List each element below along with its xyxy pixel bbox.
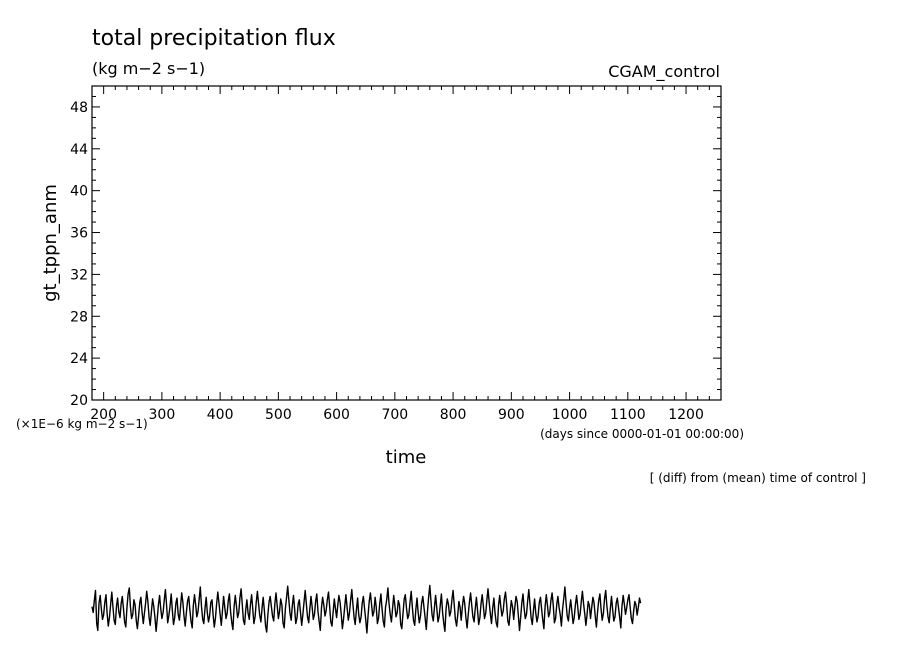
y-axis-label: gt_tppn_anm: [40, 184, 61, 302]
x-tick-label: 1100: [610, 407, 646, 423]
y-tick-label: 40: [70, 184, 88, 200]
x-axis-label: time: [386, 447, 427, 468]
y-scale-note: (×1E−6 kg m−2 s−1): [16, 417, 148, 431]
y-tick-label: 24: [70, 351, 88, 367]
x-tick-label: 300: [149, 407, 176, 423]
x-tick-label: 200: [90, 407, 117, 423]
y-tick-label: 48: [70, 100, 88, 116]
chart-title: total precipitation flux: [92, 26, 336, 51]
plot-frame: [91, 85, 722, 401]
y-tick-label: 36: [70, 226, 88, 242]
y-tick-label: 32: [70, 267, 88, 283]
x-tick-label: 500: [265, 407, 292, 423]
x-tick-label: 400: [207, 407, 234, 423]
x-tick-label: 800: [440, 407, 467, 423]
x-units-label: (days since 0000-01-01 00:00:00): [540, 427, 744, 441]
y-tick-label: 44: [70, 142, 88, 158]
x-tick-label: 700: [381, 407, 408, 423]
y-tick-label: 28: [70, 309, 88, 325]
x-tick-label: 900: [498, 407, 525, 423]
x-tick-label: 1000: [552, 407, 588, 423]
series-line: [91, 584, 642, 634]
x-tick-label: 1200: [668, 407, 704, 423]
x-tick-label: 600: [323, 407, 350, 423]
y-tick-label: 20: [70, 393, 88, 409]
run-label: CGAM_control: [608, 62, 720, 82]
diff-note: [ (diff) from (mean) time of control ]: [650, 471, 866, 485]
chart-units: (kg m−2 s−1): [92, 59, 205, 78]
